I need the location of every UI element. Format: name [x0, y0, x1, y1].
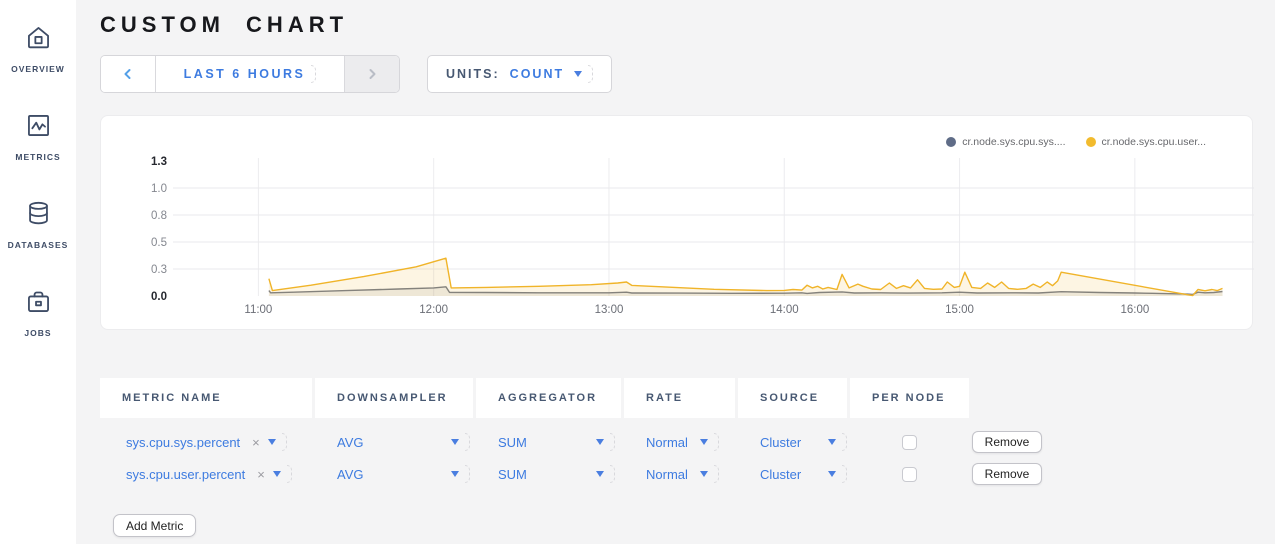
dropdown-focus-ghost — [465, 465, 470, 483]
dropdown-focus-ghost — [281, 433, 287, 451]
briefcase-icon — [25, 288, 52, 320]
page-title: CUSTOM CHART — [100, 12, 349, 37]
time-range-selector: LAST 6 HOURS — [100, 55, 400, 93]
svg-text:1.3: 1.3 — [151, 156, 167, 168]
chevron-down-icon — [700, 471, 708, 477]
sidebar-item-databases[interactable]: DATABASES — [0, 190, 76, 264]
home-icon — [25, 24, 52, 56]
chevron-down-icon — [574, 71, 583, 77]
svg-text:1.0: 1.0 — [151, 183, 167, 195]
svg-text:14:00: 14:00 — [770, 304, 799, 316]
sidebar-label-metrics: METRICS — [15, 152, 61, 162]
svg-text:0.3: 0.3 — [151, 264, 167, 276]
time-prev-button[interactable] — [101, 56, 156, 92]
dropdown-focus-ghost — [714, 433, 719, 451]
svg-text:0.8: 0.8 — [151, 210, 167, 222]
aggregator-select[interactable]: SUM — [498, 467, 604, 482]
line-chart: 11:00 12:00 13:00 14:00 15:00 16:00 0.0 0.3 0.5 0… — [151, 156, 1254, 316]
clear-metric-icon[interactable]: × — [252, 434, 260, 450]
dropdown-focus-ghost — [714, 465, 719, 483]
metric-name-select[interactable]: sys.cpu.user.percent — [126, 466, 246, 482]
downsampler-select[interactable]: AVG — [337, 467, 459, 482]
chevron-down-icon — [700, 439, 708, 445]
time-range-dropdown[interactable]: LAST 6 HOURS — [156, 56, 344, 92]
column-header-per-node: PER NODE — [850, 378, 969, 418]
chart-legend: cr.node.sys.cpu.sys.... cr.node.sys.cpu.… — [946, 136, 1206, 148]
sidebar-item-jobs[interactable]: JOBS — [0, 278, 76, 352]
per-node-checkbox[interactable] — [902, 466, 917, 482]
metric-name-select[interactable]: sys.cpu.sys.percent — [126, 434, 241, 450]
column-header-rate: RATE — [624, 378, 735, 418]
clear-metric-icon[interactable]: × — [257, 466, 265, 482]
downsampler-select[interactable]: AVG — [337, 435, 459, 450]
column-header-aggregator: AGGREGATOR — [476, 378, 621, 418]
legend-item-user[interactable]: cr.node.sys.cpu.user... — [1085, 136, 1206, 148]
column-header-actions — [972, 378, 1102, 418]
database-icon — [25, 200, 52, 232]
sidebar-label-jobs: JOBS — [24, 328, 52, 338]
legend-item-sys[interactable]: cr.node.sys.cpu.sys.... — [946, 136, 1066, 148]
time-next-button[interactable] — [344, 56, 399, 92]
svg-text:12:00: 12:00 — [419, 304, 448, 316]
per-node-checkbox[interactable] — [902, 434, 917, 450]
sidebar-item-metrics[interactable]: METRICS — [0, 102, 76, 176]
table-header-row: METRIC NAME DOWNSAMPLER AGGREGATOR RATE … — [100, 378, 1253, 418]
svg-text:0.0: 0.0 — [151, 291, 167, 303]
chevron-down-icon — [451, 471, 459, 477]
main-content: CUSTOM CHART LAST 6 HOURS UNITS: COUNT 1… — [76, 0, 1275, 544]
time-range-label: LAST 6 HOURS — [183, 67, 306, 81]
dropdown-focus-ghost — [610, 433, 615, 451]
dropdown-focus-ghost — [465, 433, 470, 451]
column-header-downsampler: DOWNSAMPLER — [315, 378, 473, 418]
dropdown-focus-ghost — [610, 465, 615, 483]
rate-select[interactable]: Normal — [646, 467, 708, 482]
sidebar-label-overview: OVERVIEW — [11, 64, 65, 74]
svg-text:15:00: 15:00 — [945, 304, 974, 316]
table-row: sys.cpu.user.percent × AVG SUM Normal Cl… — [100, 458, 1253, 490]
svg-text:11:00: 11:00 — [244, 304, 272, 316]
column-header-metric-name: METRIC NAME — [100, 378, 312, 418]
dropdown-focus-ghost — [311, 65, 317, 83]
units-label: UNITS: — [446, 67, 500, 81]
dropdown-focus-ghost — [842, 433, 847, 451]
source-select[interactable]: Cluster — [760, 467, 836, 482]
source-select[interactable]: Cluster — [760, 435, 836, 450]
chevron-down-icon — [828, 439, 836, 445]
add-metric-button[interactable]: Add Metric — [113, 514, 197, 537]
chevron-down-icon[interactable] — [267, 439, 276, 445]
remove-metric-button[interactable]: Remove — [972, 431, 1042, 453]
dropdown-focus-ghost — [286, 465, 292, 483]
units-dropdown[interactable]: UNITS: COUNT — [427, 55, 613, 93]
legend-label-sys: cr.node.sys.cpu.sys.... — [962, 136, 1066, 148]
column-header-source: SOURCE — [738, 378, 847, 418]
legend-dot-sys — [946, 137, 957, 147]
sidebar: OVERVIEW METRICS DATABASES JOBS — [0, 0, 76, 544]
sidebar-label-databases: DATABASES — [7, 240, 69, 250]
units-value: COUNT — [509, 67, 565, 81]
rate-select[interactable]: Normal — [646, 435, 708, 450]
dropdown-focus-ghost — [588, 65, 594, 83]
legend-label-user: cr.node.sys.cpu.user... — [1101, 136, 1206, 148]
chevron-down-icon[interactable] — [272, 471, 281, 477]
table-row: sys.cpu.sys.percent × AVG SUM Normal Clu… — [100, 426, 1253, 458]
aggregator-select[interactable]: SUM — [498, 435, 604, 450]
chart-card: 11:00 12:00 13:00 14:00 15:00 16:00 0.0 0.3 0.5 0… — [100, 115, 1254, 330]
chevron-down-icon — [596, 439, 604, 445]
chevron-down-icon — [828, 471, 836, 477]
chart-controls: LAST 6 HOURS UNITS: COUNT — [100, 55, 1253, 93]
remove-metric-button[interactable]: Remove — [972, 463, 1042, 485]
legend-dot-user — [1085, 137, 1096, 147]
metrics-icon — [25, 112, 52, 144]
dropdown-focus-ghost — [842, 465, 847, 483]
chevron-down-icon — [451, 439, 459, 445]
svg-text:0.5: 0.5 — [151, 237, 167, 249]
svg-text:13:00: 13:00 — [595, 304, 624, 316]
chevron-down-icon — [596, 471, 604, 477]
svg-text:16:00: 16:00 — [1120, 304, 1149, 316]
sidebar-item-overview[interactable]: OVERVIEW — [0, 14, 76, 88]
metrics-table: METRIC NAME DOWNSAMPLER AGGREGATOR RATE … — [100, 378, 1253, 537]
